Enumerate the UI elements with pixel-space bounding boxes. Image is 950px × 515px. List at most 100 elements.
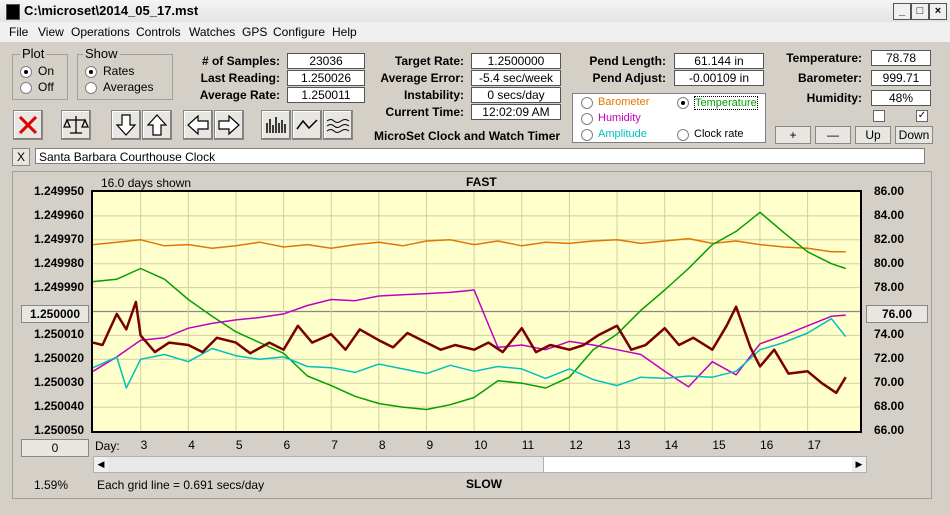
temperature-sensor-label: Temperature: <box>786 51 862 65</box>
y-left-tick-label: 1.249960 <box>33 207 84 222</box>
temperature-radio[interactable] <box>677 97 689 109</box>
sensor-checkbox-2[interactable]: ✓ <box>916 110 928 122</box>
arrow-left-icon <box>187 114 209 136</box>
menu-file[interactable]: File <box>9 25 29 39</box>
last-reading-label: Last Reading: <box>200 71 280 85</box>
humidity-label: Humidity <box>598 112 641 124</box>
y-left-tick-label: 1.249950 <box>33 184 84 198</box>
temperature-sensor-value: 78.78 <box>871 50 931 66</box>
y-left-tick-label: 1.250040 <box>33 399 84 414</box>
show-rates-label: Rates <box>103 64 135 78</box>
clock-rate-radio[interactable] <box>677 129 689 141</box>
bars-view-button[interactable] <box>261 110 291 140</box>
target-rate-label: Target Rate: <box>394 54 464 68</box>
menu-gps[interactable]: GPS <box>242 25 268 39</box>
x-tick-label: 6 <box>283 438 291 452</box>
wave-graph-icon <box>326 119 350 133</box>
scroll-right-arrow[interactable]: ▶ <box>852 457 866 472</box>
pend-length-label: Pend Length: <box>589 54 666 68</box>
day-axis-label: Day: <box>95 439 120 453</box>
pend-length-value[interactable]: 61.144 in <box>674 53 764 69</box>
menu-watches[interactable]: Watches <box>189 25 236 39</box>
menu-configure[interactable]: Configure <box>273 25 326 39</box>
y-right-tick-label: 70.00 <box>874 375 905 390</box>
x-tick-label: 3 <box>140 438 148 452</box>
plot-off-label: Off <box>38 80 54 94</box>
y-left-tick-label: 1.250010 <box>33 327 84 342</box>
center-rate-button[interactable]: 1.250000 <box>21 305 89 323</box>
arrow-right-icon <box>218 114 240 136</box>
show-rates-radio[interactable] <box>85 66 97 78</box>
arrow-up-button[interactable] <box>142 110 172 140</box>
x-tick-label: 17 <box>807 438 821 452</box>
arrow-down-button[interactable] <box>111 110 141 140</box>
menu-operations[interactable]: Operations <box>71 25 130 39</box>
time-scrollbar[interactable]: ◀ ▶ <box>93 456 867 473</box>
show-group-title: Show <box>83 46 120 61</box>
window-title: C:\microset\2014_05_17.mst <box>24 3 199 18</box>
y-right-tick-label: 66.00 <box>874 423 905 437</box>
barometer-label: Barometer <box>598 96 650 108</box>
clear-clock-button[interactable]: X <box>12 148 30 166</box>
x-tick-label: 7 <box>331 438 338 452</box>
y-left-tick-label: 1.250020 <box>33 351 84 366</box>
series-line-clock-rate <box>92 300 847 395</box>
scale-down-button[interactable]: Down <box>895 126 933 144</box>
plot-on-label: On <box>38 64 55 78</box>
menu-help[interactable]: Help <box>332 25 357 39</box>
menu-view[interactable]: View <box>38 25 64 39</box>
x-tick-label: 15 <box>712 438 726 452</box>
chart-panel <box>12 171 932 499</box>
y-right-tick-label: 74.00 <box>874 327 905 342</box>
clock-rate-label: Clock rate <box>694 128 744 140</box>
title-bar: C:\microset\2014_05_17.mst _ □ × <box>0 0 950 23</box>
arrow-right-button[interactable] <box>214 110 244 140</box>
y-left-tick-label: 1.250030 <box>33 375 84 390</box>
clock-name-field[interactable]: Santa Barbara Courthouse Clock <box>35 148 925 164</box>
target-rate-value[interactable]: 1.2500000 <box>471 53 561 69</box>
y-left-tick-label: 1.250050 <box>33 423 84 437</box>
humidity-sensor-value: 48% <box>871 90 931 106</box>
stop-button[interactable] <box>13 110 43 140</box>
line-view-button[interactable] <box>292 110 322 140</box>
current-time-label: Current Time: <box>385 105 464 119</box>
y-right-tick-label: 84.00 <box>874 207 905 222</box>
plot-area <box>91 190 862 433</box>
scale-plus-button[interactable]: + <box>775 126 811 144</box>
average-rate-value: 1.250011 <box>287 87 365 103</box>
scroll-thumb[interactable] <box>543 457 852 472</box>
humidity-radio[interactable] <box>581 113 593 125</box>
amplitude-radio[interactable] <box>581 129 593 141</box>
zero-button[interactable]: 0 <box>21 439 89 457</box>
x-tick-label: 16 <box>759 438 774 452</box>
x-tick-label: 5 <box>235 438 243 452</box>
wave-view-button[interactable] <box>323 110 353 140</box>
series-line-barometer <box>92 237 846 253</box>
menu-controls[interactable]: Controls <box>136 25 181 39</box>
sensor-checkbox-1[interactable] <box>873 110 885 122</box>
close-window-button[interactable]: × <box>929 3 947 20</box>
plot-on-radio[interactable] <box>20 66 32 78</box>
humidity-sensor-label: Humidity: <box>806 91 862 105</box>
y-right-tick-label: 78.00 <box>874 279 905 294</box>
x-tick-label: 10 <box>474 438 488 452</box>
balance-button[interactable] <box>61 110 91 140</box>
maximize-button[interactable]: □ <box>911 3 929 20</box>
minimize-button[interactable]: _ <box>893 3 911 20</box>
scale-minus-button[interactable]: — <box>815 126 851 144</box>
scale-up-button[interactable]: Up <box>855 126 891 144</box>
series-line-humidity <box>92 289 846 388</box>
plot-off-radio[interactable] <box>20 82 32 94</box>
barometer-radio[interactable] <box>581 97 593 109</box>
center-sensor-button[interactable]: 76.00 <box>866 305 928 323</box>
y-left-axis: 1.249950 1.249960 1.249970 1.249980 1.249990… <box>14 184 86 439</box>
show-averages-radio[interactable] <box>85 82 97 94</box>
show-averages-label: Averages <box>103 80 154 94</box>
scroll-left-arrow[interactable]: ◀ <box>94 457 108 472</box>
x-tick-label: 11 <box>521 438 535 452</box>
y-right-tick-label: 68.00 <box>874 399 905 414</box>
arrow-left-button[interactable] <box>183 110 213 140</box>
x-tick-label: 9 <box>426 438 434 452</box>
app-icon <box>6 4 20 20</box>
instability-value: 0 secs/day <box>471 87 561 103</box>
